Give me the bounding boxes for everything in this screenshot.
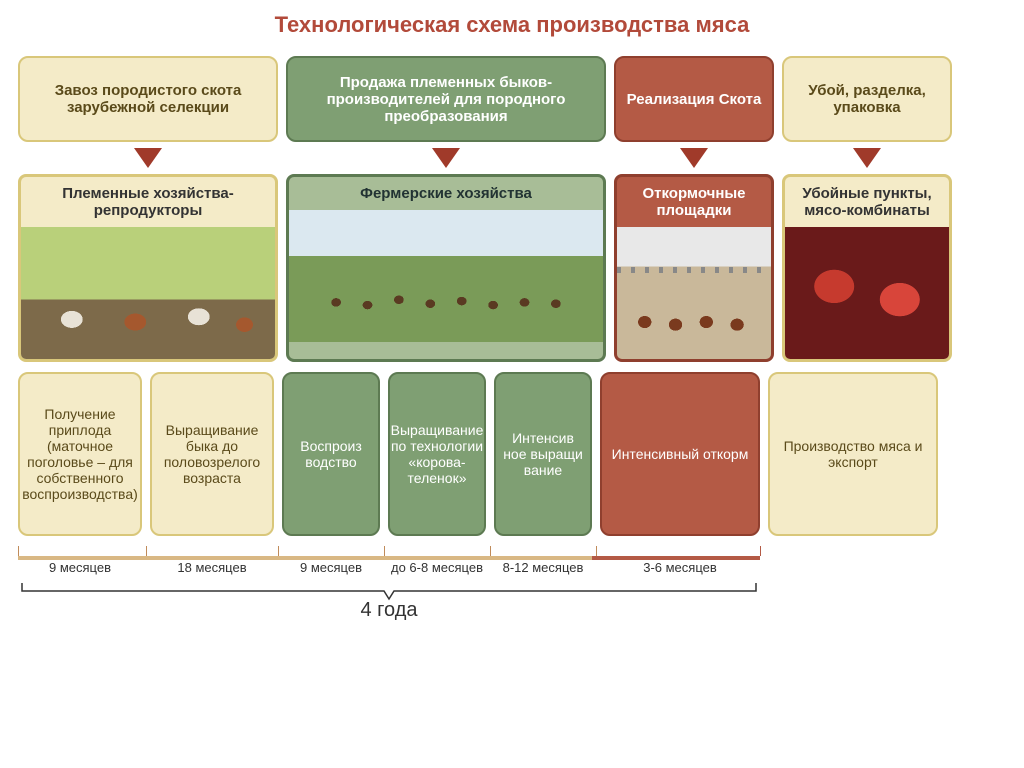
topbox-realize: Реализация Скота: [614, 56, 774, 142]
topbox-realize-label: Реализация Скота: [627, 91, 762, 108]
timeline-label: 9 месяцев: [282, 560, 380, 575]
stage-reproduce: Воспроиз водство: [282, 372, 380, 536]
topbox-slaughter: Убой, разделка, упаковка: [782, 56, 952, 142]
midcard-breeding-image: [21, 227, 275, 359]
timeline-label: 8-12 месяцев: [494, 560, 592, 575]
timeline-label: 9 месяцев: [18, 560, 142, 575]
timeline-label: 18 месяцев: [150, 560, 274, 575]
timeline-line-red: [592, 556, 760, 560]
stage-reproduce-label: Воспроиз водство: [288, 438, 374, 470]
timeline-total: 4 года: [18, 599, 760, 622]
timeline-labels: 9 месяцев 18 месяцев 9 месяцев до 6-8 ме…: [18, 560, 1006, 575]
stage-row: Получение приплода (маточное поголовье –…: [18, 372, 1006, 536]
timeline-label: до 6-8 месяцев: [388, 560, 486, 575]
stage-growbull-label: Выращивание быка до половозрелого возрас…: [156, 422, 268, 486]
stage-intensive-feed: Интенсивный откорм: [600, 372, 760, 536]
stage-growbull: Выращивание быка до половозрелого возрас…: [150, 372, 274, 536]
arrow-down-icon: [134, 148, 162, 168]
timeline-brace-icon: [18, 581, 760, 601]
timeline: 9 месяцев 18 месяцев 9 месяцев до 6-8 ме…: [18, 546, 1006, 622]
midcard-farms-title: Фермерские хозяйства: [289, 177, 603, 210]
midcard-farms: Фермерские хозяйства: [286, 174, 606, 362]
stage-offspring-label: Получение приплода (маточное поголовье –…: [22, 406, 138, 502]
stage-intensive-grow: Интенсив ное выращи вание: [494, 372, 592, 536]
mid-row: Племенные хозяйства-репродукторы Фермерс…: [18, 174, 1006, 362]
stage-intensive-grow-label: Интенсив ное выращи вание: [500, 430, 586, 478]
topbox-import-label: Завоз породистого скота зарубежной селек…: [26, 82, 270, 116]
midcard-feedlot: Откормочные площадки: [614, 174, 774, 362]
top-row: Завоз породистого скота зарубежной селек…: [18, 56, 1006, 142]
topbox-import: Завоз породистого скота зарубежной селек…: [18, 56, 278, 142]
stage-cowcalf-label: Выращивание по технологии «корова-телено…: [391, 422, 484, 486]
arrow-down-icon: [432, 148, 460, 168]
midcard-processing-image: [785, 227, 949, 359]
timeline-label: 3-6 месяцев: [600, 560, 760, 575]
timeline-ticks: [18, 546, 760, 558]
timeline-line-tan: [18, 556, 592, 560]
midcard-processing: Убойные пункты, мясо-комбинаты: [782, 174, 952, 362]
arrow-down-icon: [853, 148, 881, 168]
topbox-sale-label: Продажа племенных быков-производителей д…: [294, 74, 598, 125]
topbox-slaughter-label: Убой, разделка, упаковка: [790, 82, 944, 116]
stage-export-label: Производство мяса и экспорт: [774, 438, 932, 470]
midcard-feedlot-image: [617, 227, 771, 359]
midcard-processing-title: Убойные пункты, мясо-комбинаты: [785, 177, 949, 227]
arrow-row: [18, 148, 1006, 168]
page-title: Технологическая схема производства мяса: [18, 12, 1006, 38]
stage-intensive-feed-label: Интенсивный откорм: [612, 446, 749, 462]
stage-offspring: Получение приплода (маточное поголовье –…: [18, 372, 142, 536]
midcard-breeding: Племенные хозяйства-репродукторы: [18, 174, 278, 362]
midcard-feedlot-title: Откормочные площадки: [617, 177, 771, 227]
stage-cowcalf: Выращивание по технологии «корова-телено…: [388, 372, 486, 536]
midcard-breeding-title: Племенные хозяйства-репродукторы: [21, 177, 275, 227]
stage-export: Производство мяса и экспорт: [768, 372, 938, 536]
midcard-farms-image: [289, 210, 603, 342]
arrow-down-icon: [680, 148, 708, 168]
topbox-sale: Продажа племенных быков-производителей д…: [286, 56, 606, 142]
